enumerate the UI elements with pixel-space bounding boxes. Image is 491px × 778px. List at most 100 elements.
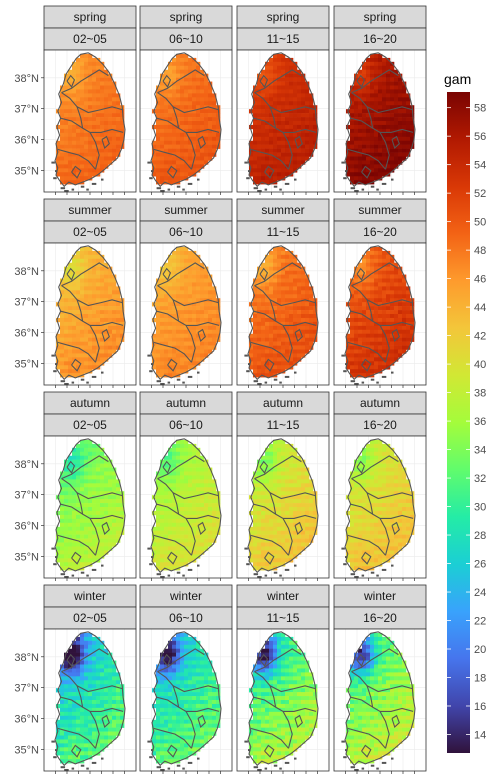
heatmap-cell bbox=[297, 164, 302, 169]
heatmap-cell bbox=[378, 65, 383, 71]
heatmap-cell bbox=[80, 530, 85, 535]
heatmap-cell bbox=[72, 278, 77, 283]
heatmap-cell bbox=[265, 538, 270, 543]
heatmap-cell bbox=[176, 538, 181, 543]
heatmap-cell bbox=[100, 314, 105, 319]
heatmap-cell bbox=[261, 93, 266, 98]
heatmap-cell bbox=[88, 522, 93, 528]
heatmap-cell bbox=[398, 302, 403, 307]
heatmap-cell bbox=[354, 164, 359, 169]
heatmap-cell bbox=[200, 491, 205, 496]
strip-period-label: 16~20 bbox=[363, 225, 397, 239]
heatmap-cell bbox=[112, 97, 117, 102]
heatmap-cell bbox=[164, 121, 169, 126]
heatmap-cell bbox=[72, 156, 77, 161]
heatmap-cell bbox=[374, 290, 379, 295]
heatmap-cell bbox=[358, 176, 363, 181]
heatmap-cell bbox=[398, 85, 403, 90]
heatmap-cell bbox=[64, 164, 69, 169]
heatmap-cell bbox=[184, 176, 189, 181]
heatmap-cell bbox=[188, 341, 193, 346]
heatmap-cell bbox=[216, 499, 221, 504]
heatmap-cell bbox=[386, 61, 391, 67]
heatmap-cell bbox=[394, 290, 399, 295]
heatmap-cell bbox=[104, 534, 109, 539]
heatmap-cell bbox=[410, 329, 415, 335]
heatmap-cell bbox=[156, 542, 161, 547]
heatmap-cell bbox=[64, 491, 69, 496]
heatmap-cell bbox=[257, 341, 262, 346]
heatmap-cell bbox=[172, 65, 177, 71]
heatmap-cell bbox=[116, 113, 121, 118]
heatmap-cell bbox=[249, 526, 254, 531]
heatmap-cell bbox=[370, 148, 375, 153]
heatmap-cell bbox=[112, 156, 117, 161]
heatmap-cell bbox=[192, 128, 197, 134]
heatmap-cell bbox=[249, 140, 254, 145]
heatmap-cell bbox=[108, 156, 113, 161]
heatmap-cell bbox=[168, 97, 173, 102]
heatmap-cell bbox=[253, 152, 258, 157]
heatmap-cell bbox=[76, 333, 81, 338]
heatmap-cell bbox=[168, 105, 173, 110]
heatmap-cell bbox=[160, 144, 165, 149]
heatmap-cell bbox=[104, 542, 109, 547]
heatmap-cell bbox=[64, 526, 69, 531]
heatmap-cell bbox=[253, 491, 258, 496]
heatmap-cell bbox=[116, 302, 121, 307]
heatmap-cell bbox=[156, 514, 161, 520]
island-speck bbox=[279, 188, 282, 191]
heatmap-cell bbox=[84, 136, 89, 142]
heatmap-cell bbox=[309, 345, 314, 350]
heatmap-cell bbox=[156, 325, 161, 331]
heatmap-cell bbox=[394, 266, 399, 271]
heatmap-cell bbox=[362, 325, 367, 331]
heatmap-cell bbox=[289, 160, 294, 165]
heatmap-cell bbox=[172, 510, 177, 516]
heatmap-cell bbox=[354, 85, 359, 90]
heatmap-cell bbox=[257, 329, 262, 335]
heatmap-cell bbox=[60, 510, 65, 516]
heatmap-cell bbox=[273, 77, 278, 82]
heatmap-cell bbox=[72, 522, 77, 528]
heatmap-cell bbox=[269, 69, 274, 74]
heatmap-cell bbox=[192, 286, 197, 291]
heatmap-cell bbox=[80, 459, 85, 464]
heatmap-cell bbox=[116, 510, 121, 516]
heatmap-cell bbox=[285, 294, 290, 299]
heatmap-cell bbox=[84, 361, 89, 366]
heatmap-cell bbox=[112, 538, 117, 543]
heatmap-cell bbox=[172, 542, 177, 547]
heatmap-cell bbox=[257, 487, 262, 492]
heatmap-cell bbox=[92, 274, 97, 279]
heatmap-cell bbox=[370, 329, 375, 335]
heatmap-cell bbox=[378, 136, 383, 142]
heatmap-cell bbox=[253, 176, 258, 181]
heatmap-cell bbox=[277, 278, 282, 283]
heatmap-cell bbox=[390, 132, 395, 138]
heatmap-cell bbox=[394, 101, 399, 106]
heatmap-cell bbox=[88, 554, 93, 559]
heatmap-cell bbox=[60, 113, 65, 118]
heatmap-cell bbox=[354, 329, 359, 335]
heatmap-cell bbox=[184, 101, 189, 106]
heatmap-cell bbox=[172, 349, 177, 354]
heatmap-cell bbox=[112, 89, 117, 94]
heatmap-cell bbox=[398, 113, 403, 118]
heatmap-cell bbox=[172, 550, 177, 555]
heatmap-cell bbox=[104, 140, 109, 145]
heatmap-cell bbox=[362, 164, 367, 169]
heatmap-cell bbox=[160, 317, 165, 323]
heatmap-cell bbox=[378, 156, 383, 161]
heatmap-cell bbox=[100, 302, 105, 307]
heatmap-cell bbox=[208, 499, 213, 504]
heatmap-cell bbox=[273, 306, 278, 311]
heatmap-cell bbox=[366, 349, 371, 354]
heatmap-cell bbox=[84, 160, 89, 165]
province-boundary bbox=[71, 551, 82, 565]
heatmap-cell bbox=[112, 282, 117, 287]
heatmap-cell bbox=[354, 89, 359, 94]
heatmap-cell bbox=[196, 499, 201, 504]
heatmap-cell bbox=[168, 148, 173, 153]
heatmap-cell bbox=[184, 514, 189, 520]
